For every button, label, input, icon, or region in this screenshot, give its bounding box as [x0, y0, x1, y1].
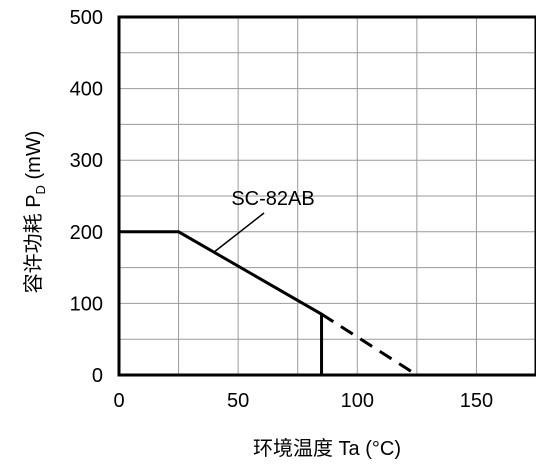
plot-frame — [117, 15, 536, 377]
y-axis-title: 容许功耗 PD (mW) — [22, 131, 48, 294]
y-axis-title-unit: (mW) — [23, 131, 45, 185]
derating-curve-solid — [119, 230, 324, 375]
y-tick-label: 500 — [70, 7, 103, 29]
x-tick-label: 0 — [113, 390, 124, 412]
y-tick-label: 300 — [70, 150, 103, 172]
y-tick-label: 200 — [70, 222, 103, 244]
annotation-text: SC-82AB — [231, 188, 314, 210]
grid — [119, 17, 536, 375]
x-axis-ticks: 0 50 100 150 — [113, 390, 493, 412]
derating-curve-dashed — [320, 312, 418, 377]
x-tick-label: 50 — [227, 390, 249, 412]
y-axis-title-subscript: D — [33, 185, 48, 194]
x-tick-label: 150 — [460, 390, 493, 412]
x-tick-label: 100 — [341, 390, 374, 412]
series-layer — [119, 230, 418, 377]
y-axis-ticks: 0 100 200 300 400 500 — [70, 7, 103, 387]
y-tick-label: 400 — [70, 79, 103, 101]
y-tick-label: 100 — [70, 293, 103, 315]
x-axis-title: 环境温度 Ta (°C) — [253, 437, 401, 460]
series-annotation: SC-82AB — [213, 188, 315, 253]
y-tick-label: 0 — [92, 365, 103, 387]
y-axis-title-main: 容许功耗 P — [22, 194, 45, 293]
annotation-leader-line — [213, 212, 265, 253]
